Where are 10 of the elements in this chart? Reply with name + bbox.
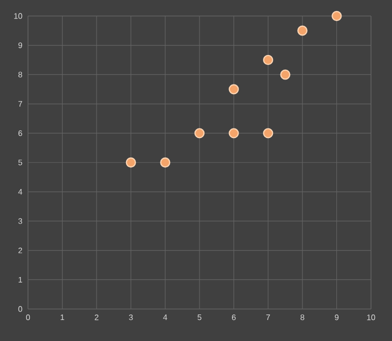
point: [228, 128, 239, 138]
point: [332, 10, 342, 22]
point: [228, 84, 239, 94]
point: [194, 128, 205, 138]
point: [160, 157, 170, 168]
point: [126, 157, 136, 168]
point: [297, 26, 308, 36]
point: [280, 70, 290, 80]
point: [263, 128, 274, 138]
point: [263, 54, 274, 66]
